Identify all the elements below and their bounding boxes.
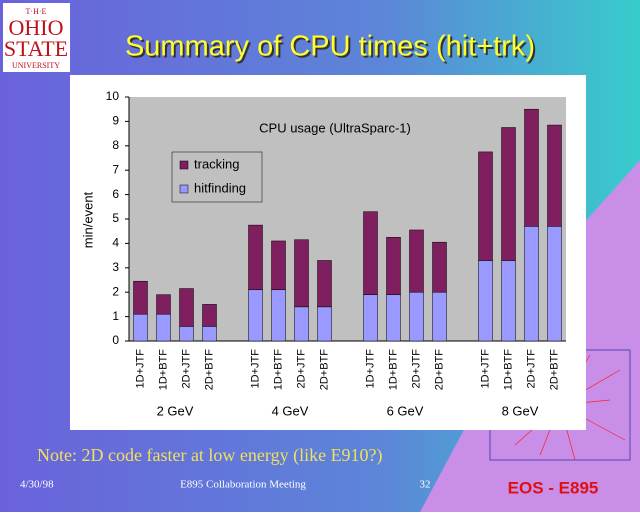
x-tick-label: 1D+BTF — [387, 349, 399, 391]
x-tick-label: 2D+JTF — [295, 349, 307, 389]
logo-text: UNIVERSITY — [12, 61, 60, 70]
footer-date: 4/30/98 — [20, 479, 54, 491]
bar-segment — [501, 127, 516, 261]
x-tick-label: 2D+JTF — [410, 349, 422, 389]
footer-page: 32 — [420, 479, 431, 491]
legend-label: hitfinding — [194, 180, 246, 195]
bar-segment — [478, 151, 493, 261]
x-tick-label: 2D+BTF — [548, 349, 560, 391]
y-tick-label: 8 — [112, 138, 119, 152]
bar-segment — [179, 326, 194, 342]
x-group-label: 4 GeV — [272, 403, 309, 418]
x-tick-label: 1D+JTF — [364, 349, 376, 389]
bar-segment — [501, 260, 516, 342]
y-tick-label: 1 — [112, 309, 119, 323]
plot-area — [129, 97, 566, 341]
x-group-label: 6 GeV — [387, 403, 424, 418]
bar-segment — [409, 291, 424, 342]
footer-experiment: EOS - E895 — [508, 478, 599, 497]
legend-swatch — [179, 160, 189, 170]
x-tick-label: 2D+BTF — [318, 349, 330, 391]
bar-segment — [386, 237, 401, 295]
y-axis-label: min/event — [80, 191, 95, 248]
logo-text: OHIO — [9, 15, 64, 40]
x-group-label: 2 GeV — [157, 403, 194, 418]
slide-title: Summary of CPU times (hit+trk) — [125, 31, 535, 63]
x-tick-label: 2D+BTF — [433, 349, 445, 391]
bar-segment — [386, 294, 401, 342]
bar-segment — [156, 294, 171, 315]
x-tick-label: 2D+BTF — [203, 349, 215, 391]
bar-segment — [524, 226, 539, 342]
y-tick-label: 7 — [112, 162, 119, 176]
bar-segment — [271, 289, 286, 342]
bar-segment — [202, 326, 217, 342]
bar-segment — [202, 304, 217, 327]
x-tick-label: 1D+BTF — [272, 349, 284, 391]
bar-segment — [547, 226, 562, 342]
legend-swatch — [179, 184, 189, 194]
bar-segment — [547, 124, 562, 227]
bar-segment — [294, 239, 309, 308]
x-tick-label: 1D+JTF — [134, 349, 146, 389]
bar-segment — [248, 224, 263, 291]
y-tick-label: 9 — [112, 114, 119, 128]
bar-segment — [478, 260, 493, 342]
y-tick-label: 6 — [112, 187, 119, 201]
x-group-label: 8 GeV — [502, 403, 539, 418]
logo-text: STATE — [4, 36, 68, 61]
note: Note: 2D code faster at low energy (like… — [37, 445, 383, 466]
bar-segment — [248, 289, 263, 342]
bar-segment — [133, 313, 148, 342]
legend-label: tracking — [194, 156, 240, 171]
legend-box — [171, 151, 263, 203]
bar-segment — [524, 108, 539, 227]
footer-meeting: E895 Collaboration Meeting — [180, 479, 306, 491]
bar-segment — [271, 240, 286, 291]
bar-segment — [156, 313, 171, 342]
x-tick-label: 1D+JTF — [479, 349, 491, 389]
bar-segment — [409, 229, 424, 293]
y-tick-label: 2 — [112, 284, 119, 298]
y-tick-label: 4 — [112, 236, 119, 250]
bar-segment — [432, 291, 447, 342]
title-shadow: Summary of CPU times (hit+trk) — [127, 33, 537, 65]
chart: CPU usage (UltraSparc-1) min/event 0 1 2 3 4 5 6… — [80, 89, 566, 418]
bar-segment — [363, 294, 378, 342]
x-tick-label: 1D+JTF — [249, 349, 261, 389]
bar-segment — [179, 288, 194, 327]
x-tick-label: 1D+BTF — [157, 349, 169, 391]
y-tick-label: 5 — [112, 211, 119, 225]
bar-segment — [317, 260, 332, 308]
bar-segment — [294, 306, 309, 342]
bar-segment — [133, 280, 148, 315]
y-tick-label: 0 — [112, 333, 119, 347]
y-tick-label: 10 — [106, 89, 120, 103]
x-tick-label: 2D+JTF — [180, 349, 192, 389]
x-tick-label: 1D+BTF — [502, 349, 514, 391]
bar-segment — [432, 241, 447, 293]
bar-segment — [363, 211, 378, 295]
bar-segment — [317, 306, 332, 342]
chart-title: CPU usage (UltraSparc-1) — [259, 120, 411, 135]
logo-box — [3, 3, 70, 72]
x-tick-label: 2D+JTF — [525, 349, 537, 389]
logo-text: T·H·E — [26, 7, 47, 16]
y-tick-label: 3 — [112, 260, 119, 274]
